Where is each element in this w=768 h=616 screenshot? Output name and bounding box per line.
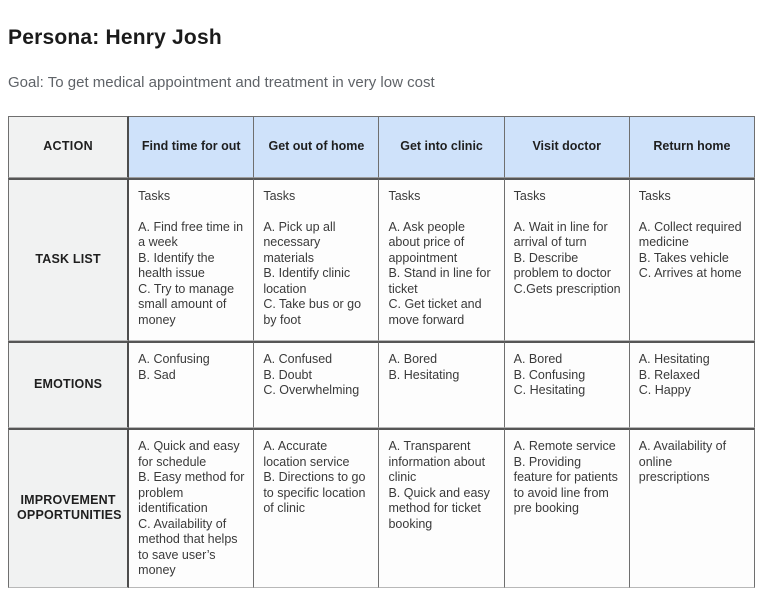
action-corner-cell: ACTION [8, 116, 130, 178]
cell-heading: Tasks [638, 189, 671, 203]
cell-items: A. Accurate location service B. Directio… [263, 439, 366, 515]
cell-items: A. Confused B. Doubt C. Overwhelming [263, 352, 360, 397]
cell-improvement-visit-doctor: A. Remote service B. Providing feature f… [504, 428, 630, 588]
cell-heading: Tasks [513, 189, 546, 203]
cell-tasks-get-out-of-home: Tasks A. Pick up all necessary materials… [254, 178, 380, 341]
cell-emotions-return-home: A. Hesitating B. Relaxed C. Happy [629, 341, 755, 428]
stage-header-get-out-of-home: Get out of home [254, 116, 380, 178]
cell-items: A. Bored B. Confusing C. Hesitating [513, 352, 586, 397]
cell-items: A. Transparent information about clinic … [388, 439, 490, 531]
row-label-task-list: TASK LIST [8, 178, 130, 341]
stage-header-row: ACTION Find time for out Get out of home… [8, 116, 755, 178]
row-label-emotions: EMOTIONS [8, 341, 130, 428]
cell-items: A. Quick and easy for schedule B. Easy m… [138, 439, 245, 577]
cell-items: A. Remote service B. Providing feature f… [513, 439, 618, 515]
cell-improvement-find-time: A. Quick and easy for schedule B. Easy m… [129, 428, 255, 588]
stage-header-return-home: Return home [629, 116, 755, 178]
goal-text: Goal: To get medical appointment and tre… [8, 74, 435, 91]
cell-improvement-get-into-clinic: A. Transparent information about clinic … [379, 428, 505, 588]
stage-header-find-time-for-out: Find time for out [129, 116, 255, 178]
cell-items: A. Hesitating B. Relaxed C. Happy [638, 352, 710, 397]
cell-heading: Tasks [138, 189, 171, 203]
cell-tasks-return-home: Tasks A. Collect required medicine B. Ta… [629, 178, 755, 341]
cell-items: A. Find free time in a week B. Identify … [138, 219, 244, 327]
table-row-improvement-opportunities: IMPROVEMENT OPPORTUNITIES A. Quick and e… [8, 428, 755, 588]
cell-items: A. Availability of online prescriptions [638, 439, 727, 484]
cell-emotions-visit-doctor: A. Bored B. Confusing C. Hesitating [504, 341, 630, 428]
cell-items: A. Wait in line for arrival of turn B. D… [513, 219, 621, 296]
cell-tasks-visit-doctor: Tasks A. Wait in line for arrival of tur… [504, 178, 630, 341]
persona-page: Persona: Henry Josh Goal: To get medical… [8, 26, 755, 588]
cell-items: A. Confusing B. Sad [138, 352, 210, 382]
stage-header-visit-doctor: Visit doctor [504, 116, 630, 178]
cell-emotions-get-into-clinic: A. Bored B. Hesitating [379, 341, 505, 428]
cell-emotions-get-out-of-home: A. Confused B. Doubt C. Overwhelming [254, 341, 380, 428]
cell-improvement-get-out-of-home: A. Accurate location service B. Directio… [254, 428, 380, 588]
page-title: Persona: Henry Josh [8, 26, 222, 49]
table-row-emotions: EMOTIONS A. Confusing B. Sad A. Confused… [8, 341, 755, 428]
stage-header-get-into-clinic: Get into clinic [379, 116, 505, 178]
cell-items: A. Collect required medicine B. Takes ve… [638, 219, 742, 281]
cell-items: A. Ask people about price of appointment… [388, 219, 491, 327]
cell-items: A. Pick up all necessary materials B. Id… [263, 219, 362, 327]
cell-heading: Tasks [263, 189, 296, 203]
cell-emotions-find-time: A. Confusing B. Sad [129, 341, 255, 428]
cell-improvement-return-home: A. Availability of online prescriptions [629, 428, 755, 588]
cell-items: A. Bored B. Hesitating [388, 352, 460, 382]
row-label-improvement-opportunities: IMPROVEMENT OPPORTUNITIES [8, 428, 130, 588]
cell-heading: Tasks [388, 189, 421, 203]
cell-tasks-find-time: Tasks A. Find free time in a week B. Ide… [129, 178, 255, 341]
journey-map-table: ACTION Find time for out Get out of home… [8, 116, 755, 588]
table-row-task-list: TASK LIST Tasks A. Find free time in a w… [8, 178, 755, 341]
cell-tasks-get-into-clinic: Tasks A. Ask people about price of appoi… [379, 178, 505, 341]
